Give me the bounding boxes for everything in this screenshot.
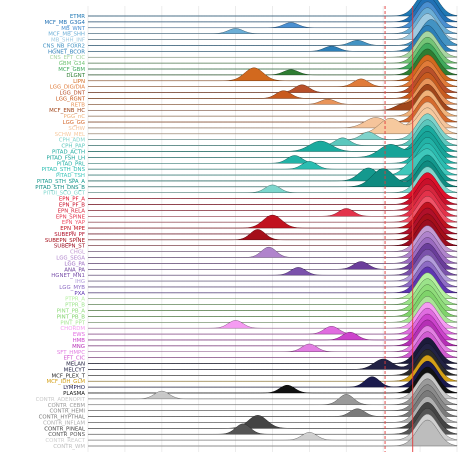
y-tick-label: PGG_nC — [64, 114, 86, 120]
y-tick-label: CONTR_PONS — [48, 432, 85, 438]
y-tick-label: MB_WNT — [61, 26, 85, 32]
y-tick-label: PINT_PPT — [60, 320, 85, 326]
y-tick-label: LYMPHO — [63, 385, 85, 391]
y-tick-label: CPH_PAP — [61, 144, 85, 150]
y-tick-label: SUBEPN_PF — [54, 232, 85, 238]
y-tick-label: PITAD_TSH — [56, 173, 85, 179]
ridge-epn-mpe — [87, 201, 458, 229]
y-tick-label: MCF_MB_SHH — [48, 32, 85, 38]
y-tick-label: MB_SHH_INF — [51, 38, 85, 44]
ridge-cph-adm — [87, 113, 458, 140]
y-tick-label: CONTR_PINEAL — [44, 426, 85, 432]
y-tick-label: LGG_MYB — [59, 285, 85, 291]
grid-lines — [87, 6, 458, 452]
y-tick-label: PTPR_A — [65, 297, 85, 303]
y-tick-label: PINT_PB_B — [57, 314, 86, 320]
y-tick-label: EPN_RELA — [58, 208, 86, 214]
y-tick-label: PITAD_PRL — [57, 161, 85, 167]
ridge-lgg-dig-dia — [87, 60, 458, 87]
y-tick-label: IHG — [75, 279, 85, 285]
y-tick-label: PITAD_STH_SPA_A — [37, 179, 85, 185]
y-tick-label: HGNET_BCOR — [48, 49, 85, 55]
y-tick-label: LGG_DIG/DIA — [50, 85, 86, 91]
y-tick-label: MCF_PLEX_T — [51, 373, 85, 379]
y-tick-label: HGNET_MN1 — [51, 273, 85, 279]
y-tick-label: PITUI_SCO_GCT — [43, 191, 85, 197]
y-tick-label: PITAD_STH_DNS — [42, 167, 86, 173]
y-tick-label: PLASMA — [63, 391, 85, 397]
y-tick-label: CHORDM — [60, 326, 85, 332]
y-tick-label: CPH_ADM — [59, 138, 86, 144]
ridges — [87, 0, 458, 447]
y-tick-label: LGG_RGNT — [56, 96, 86, 102]
y-tick-label: EPN_SPINE — [56, 214, 86, 220]
y-tick-label: EPN_YAP — [62, 220, 86, 226]
y-tick-label: CONTR_HEMI — [50, 409, 86, 415]
reference-lines — [384, 6, 414, 452]
y-tick-label: CNS_NB_FOXR2 — [43, 43, 85, 49]
y-tick-label: MNG — [72, 344, 85, 350]
y-tick-label: CONTR_INFLAM — [43, 420, 85, 426]
y-tick-label: CNS_EFT_CIC — [50, 55, 86, 61]
y-tick-label: CONTR_CEBM — [48, 403, 86, 409]
y-tick-label: MELCYT — [64, 367, 86, 373]
y-tick-label: EPN_MPE — [60, 226, 85, 232]
y-tick-label: EPN_PF_A — [59, 197, 85, 203]
y-tick-label: PITAD_FSH_LH — [47, 155, 85, 161]
y-tick-label: LGG_GG — [63, 120, 85, 126]
y-tick-label: ETMR — [70, 14, 85, 20]
y-tick-label: LIPN — [73, 79, 85, 85]
y-tick-label: DLGNT — [66, 73, 85, 79]
y-tick-label: EPN_PF_B — [59, 202, 85, 208]
y-tick-label: SCHW — [68, 126, 85, 132]
y-tick-label: MCF_MB_G3G4 — [45, 20, 86, 26]
y-tick-label: LGG_PA — [64, 261, 85, 267]
y-tick-label: LGG_SEGA — [56, 256, 85, 262]
y-tick-label: MCF_GBM — [58, 67, 85, 73]
y-tick-label: CONTR_ADENOPIT — [36, 397, 86, 403]
y-tick-label: SUBEPN_ST — [54, 244, 86, 250]
y-tick-label: SUBEPN_SPINE — [45, 238, 86, 244]
y-tick-label: ANA_PA — [64, 267, 85, 273]
y-tick-label: CHGL — [70, 250, 85, 256]
y-tick-label: PITAD_ACTH — [52, 149, 85, 155]
y-tick-label: HMB — [73, 338, 86, 344]
y-tick-label: CONTR_HYPTHAL — [39, 415, 85, 421]
y-tick-label: CONTR_REACT — [45, 438, 85, 444]
y-tick-labels: ETMRMCF_MB_G3G4MB_WNTMCF_MB_SHHMB_SHH_IN… — [35, 14, 85, 450]
y-tick-label: MELAN — [66, 362, 85, 368]
y-tick-label: RETB — [71, 102, 85, 108]
y-tick-label: LGG_DNT — [59, 91, 85, 97]
ridge-contr-wm — [88, 419, 458, 447]
y-tick-label: CONTR_WM — [53, 444, 85, 450]
ridge-ana-pa — [87, 243, 458, 270]
y-tick-label: SFT_HMPC — [57, 350, 85, 356]
y-tick-label: MCF_IDH_GLM — [46, 379, 85, 385]
y-tick-label: EWS — [73, 332, 86, 338]
y-tick-label: EFT_CIC — [63, 356, 85, 362]
y-tick-label: SCHW_MEL — [55, 132, 85, 138]
y-tick-label: PTPR_B — [65, 303, 85, 309]
y-tick-label: PINT_PB_A — [57, 309, 86, 315]
y-tick-label: MCF_ENB_HC — [49, 108, 85, 114]
y-tick-label: PITAD_STH_DNS_B — [35, 185, 85, 191]
y-tick-label: GBM_G34 — [59, 61, 86, 67]
y-tick-label: PXA — [74, 291, 85, 297]
